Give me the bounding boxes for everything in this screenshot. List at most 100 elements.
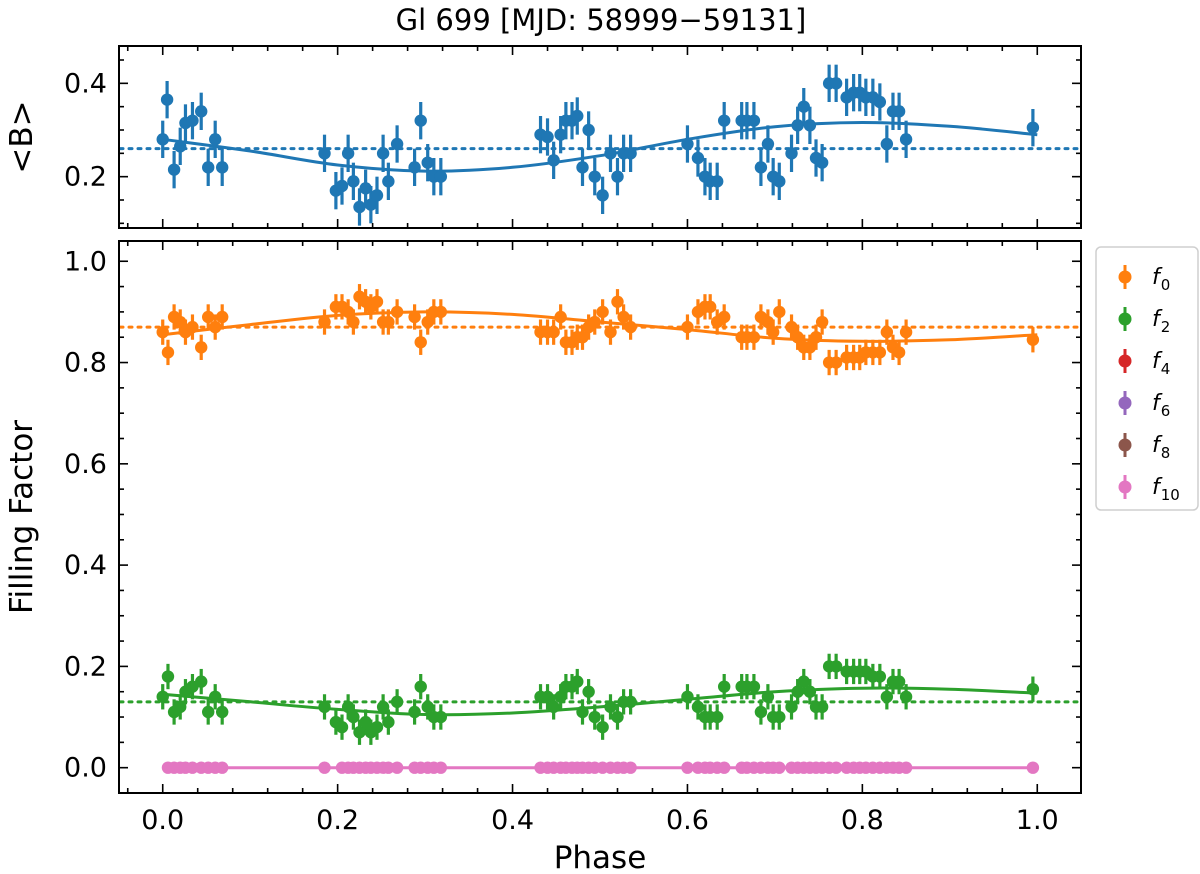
plot-frame	[118, 45, 1082, 229]
legend-item-f2: f2	[1118, 307, 1170, 336]
legend-marker	[1118, 354, 1132, 368]
B-data-point	[803, 119, 817, 132]
bottom-panel: 0.0 0.2 0.4 0.6 0.8 1.0 0.0 0.2 0.4 0.6 0.8 1.0 Phas…	[4, 240, 1082, 874]
f0-data-point	[414, 336, 427, 349]
B-data-point	[414, 114, 427, 127]
x-axis-label: Phase	[554, 840, 647, 874]
B-data-point	[209, 133, 222, 146]
B-data-point	[691, 151, 705, 165]
legend-item-f10: f10	[1118, 475, 1180, 504]
f2-data-point	[215, 705, 229, 719]
f2-data-point	[359, 715, 372, 729]
f0-data-point	[611, 295, 624, 308]
f2-data-point	[335, 720, 349, 734]
f2-data-point	[588, 710, 601, 724]
f2-data-point	[390, 695, 404, 709]
B-data-point	[754, 161, 768, 174]
f0-data-point	[815, 315, 829, 329]
f0-data-point	[408, 310, 421, 324]
x-tick-label: 0.6	[666, 805, 709, 836]
f0-data-point	[1026, 333, 1040, 346]
f10-data-point	[773, 761, 786, 774]
f0-data-point	[596, 305, 609, 319]
bottom-plot-area	[118, 284, 1082, 774]
B-data-point	[174, 140, 187, 153]
f0-data-point	[747, 331, 761, 344]
f2-data-point	[434, 710, 448, 724]
y-tick-label: 0.2	[64, 162, 107, 193]
f0-data-point	[209, 320, 222, 334]
f2-data-point	[1026, 682, 1040, 696]
f2-data-point	[195, 675, 208, 688]
legend-marker	[1118, 312, 1132, 326]
f0-data-point	[624, 320, 637, 334]
f2-data-point	[341, 700, 355, 714]
legend-label: f4	[1152, 349, 1170, 378]
f2-data-point	[880, 690, 894, 703]
B-data-point	[408, 161, 421, 174]
legend-item-f0: f0	[1118, 265, 1170, 294]
f10-data-point	[186, 761, 199, 774]
B-data-point	[892, 105, 906, 118]
f2-data-point	[541, 690, 554, 703]
y-tick-label: 0.6	[64, 449, 107, 480]
f10-data-point	[382, 761, 395, 774]
legend-marker	[1118, 270, 1132, 284]
legend-item-f4: f4	[1118, 349, 1170, 378]
f0-data-point	[421, 315, 434, 329]
B-data-point	[376, 147, 390, 160]
x-tick-label: 1.0	[1016, 805, 1059, 836]
B-data-point	[186, 114, 199, 127]
f2-data-point	[554, 690, 567, 703]
x-tick-label: 0.4	[491, 805, 534, 836]
f10-data-point	[1026, 761, 1040, 774]
f2-data-point	[803, 685, 817, 698]
legend-marker	[1118, 438, 1132, 452]
f0-data-point	[370, 295, 384, 308]
f2-data-point	[376, 700, 390, 714]
B-data-point	[167, 163, 181, 176]
f2-data-point	[899, 690, 913, 703]
f2-data-point	[408, 705, 421, 719]
x-tick-label: 0.0	[141, 805, 184, 836]
legend-label: f0	[1152, 265, 1170, 294]
f2-data-point	[892, 675, 906, 688]
B-data-point	[797, 100, 810, 113]
legend-label: f2	[1152, 307, 1170, 336]
B-data-point	[359, 182, 372, 195]
f2-data-point	[347, 710, 360, 724]
f0-data-point	[318, 315, 331, 329]
f0-data-point	[554, 310, 567, 324]
B-data-point	[571, 109, 584, 123]
f2-data-point	[691, 700, 705, 714]
B-data-point	[681, 137, 694, 151]
plot-frame	[118, 240, 1082, 794]
f2-data-point	[571, 675, 584, 688]
f0-data-point	[617, 310, 630, 324]
f2-data-point	[414, 680, 427, 693]
f2-data-point	[353, 726, 366, 739]
B-fit-curve	[162, 120, 1038, 173]
B-data-point	[899, 133, 913, 146]
B-data-point	[576, 161, 589, 174]
f0-data-point	[547, 325, 560, 339]
f0-data-point	[899, 325, 913, 339]
f0-data-point	[791, 331, 804, 344]
f10-data-point	[390, 761, 404, 774]
f0-data-point	[892, 346, 906, 359]
B-data-point	[347, 175, 360, 188]
f0-data-point	[766, 325, 780, 339]
B-data-point	[624, 147, 637, 160]
B-data-point	[160, 93, 174, 106]
B-data-point	[773, 175, 786, 188]
f2-data-point	[611, 710, 624, 724]
f2-data-point	[791, 685, 804, 698]
f0-data-point	[803, 341, 817, 354]
f0-data-point	[161, 346, 175, 359]
f0-data-point	[341, 305, 355, 319]
f0-data-point	[761, 315, 775, 329]
f2-data-point	[382, 715, 395, 729]
top-panel: 0.2 0.4 <B>	[4, 45, 1082, 229]
f2-data-point	[747, 680, 761, 693]
f0-data-point	[809, 331, 823, 344]
